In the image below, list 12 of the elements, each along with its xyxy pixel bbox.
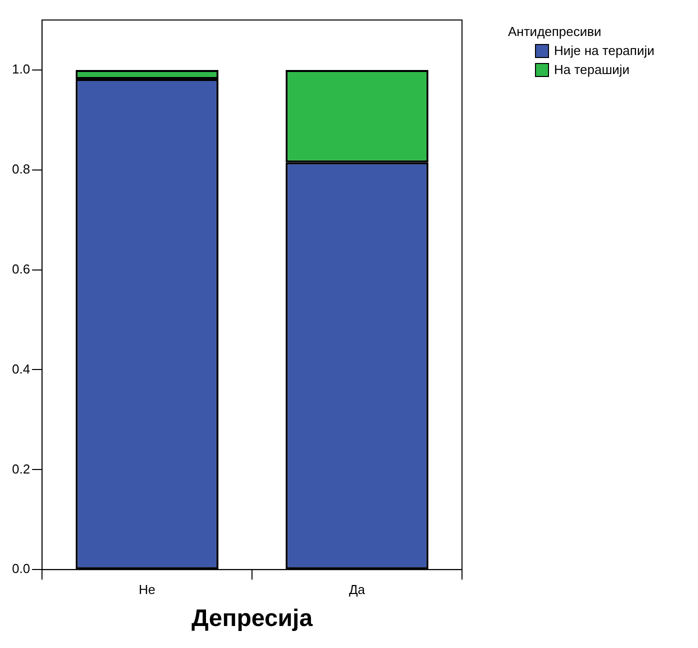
y-tick-label: 0.2 xyxy=(12,461,30,476)
y-tick-label: 0.4 xyxy=(12,361,30,376)
legend-title: Антидепресиви xyxy=(508,24,602,39)
legend-label: На терашији xyxy=(554,62,630,77)
y-tick-label: 0.6 xyxy=(12,261,30,276)
x-tick-label: Не xyxy=(138,582,156,597)
x-axis-title: Депресија xyxy=(192,605,314,632)
y-tick-label: 1.0 xyxy=(12,62,30,77)
y-tick-label: 0.0 xyxy=(12,561,30,576)
y-tick-label: 0.8 xyxy=(12,161,30,176)
legend-label: Није на терапији xyxy=(554,43,654,58)
x-tick-label: Да xyxy=(348,582,366,597)
